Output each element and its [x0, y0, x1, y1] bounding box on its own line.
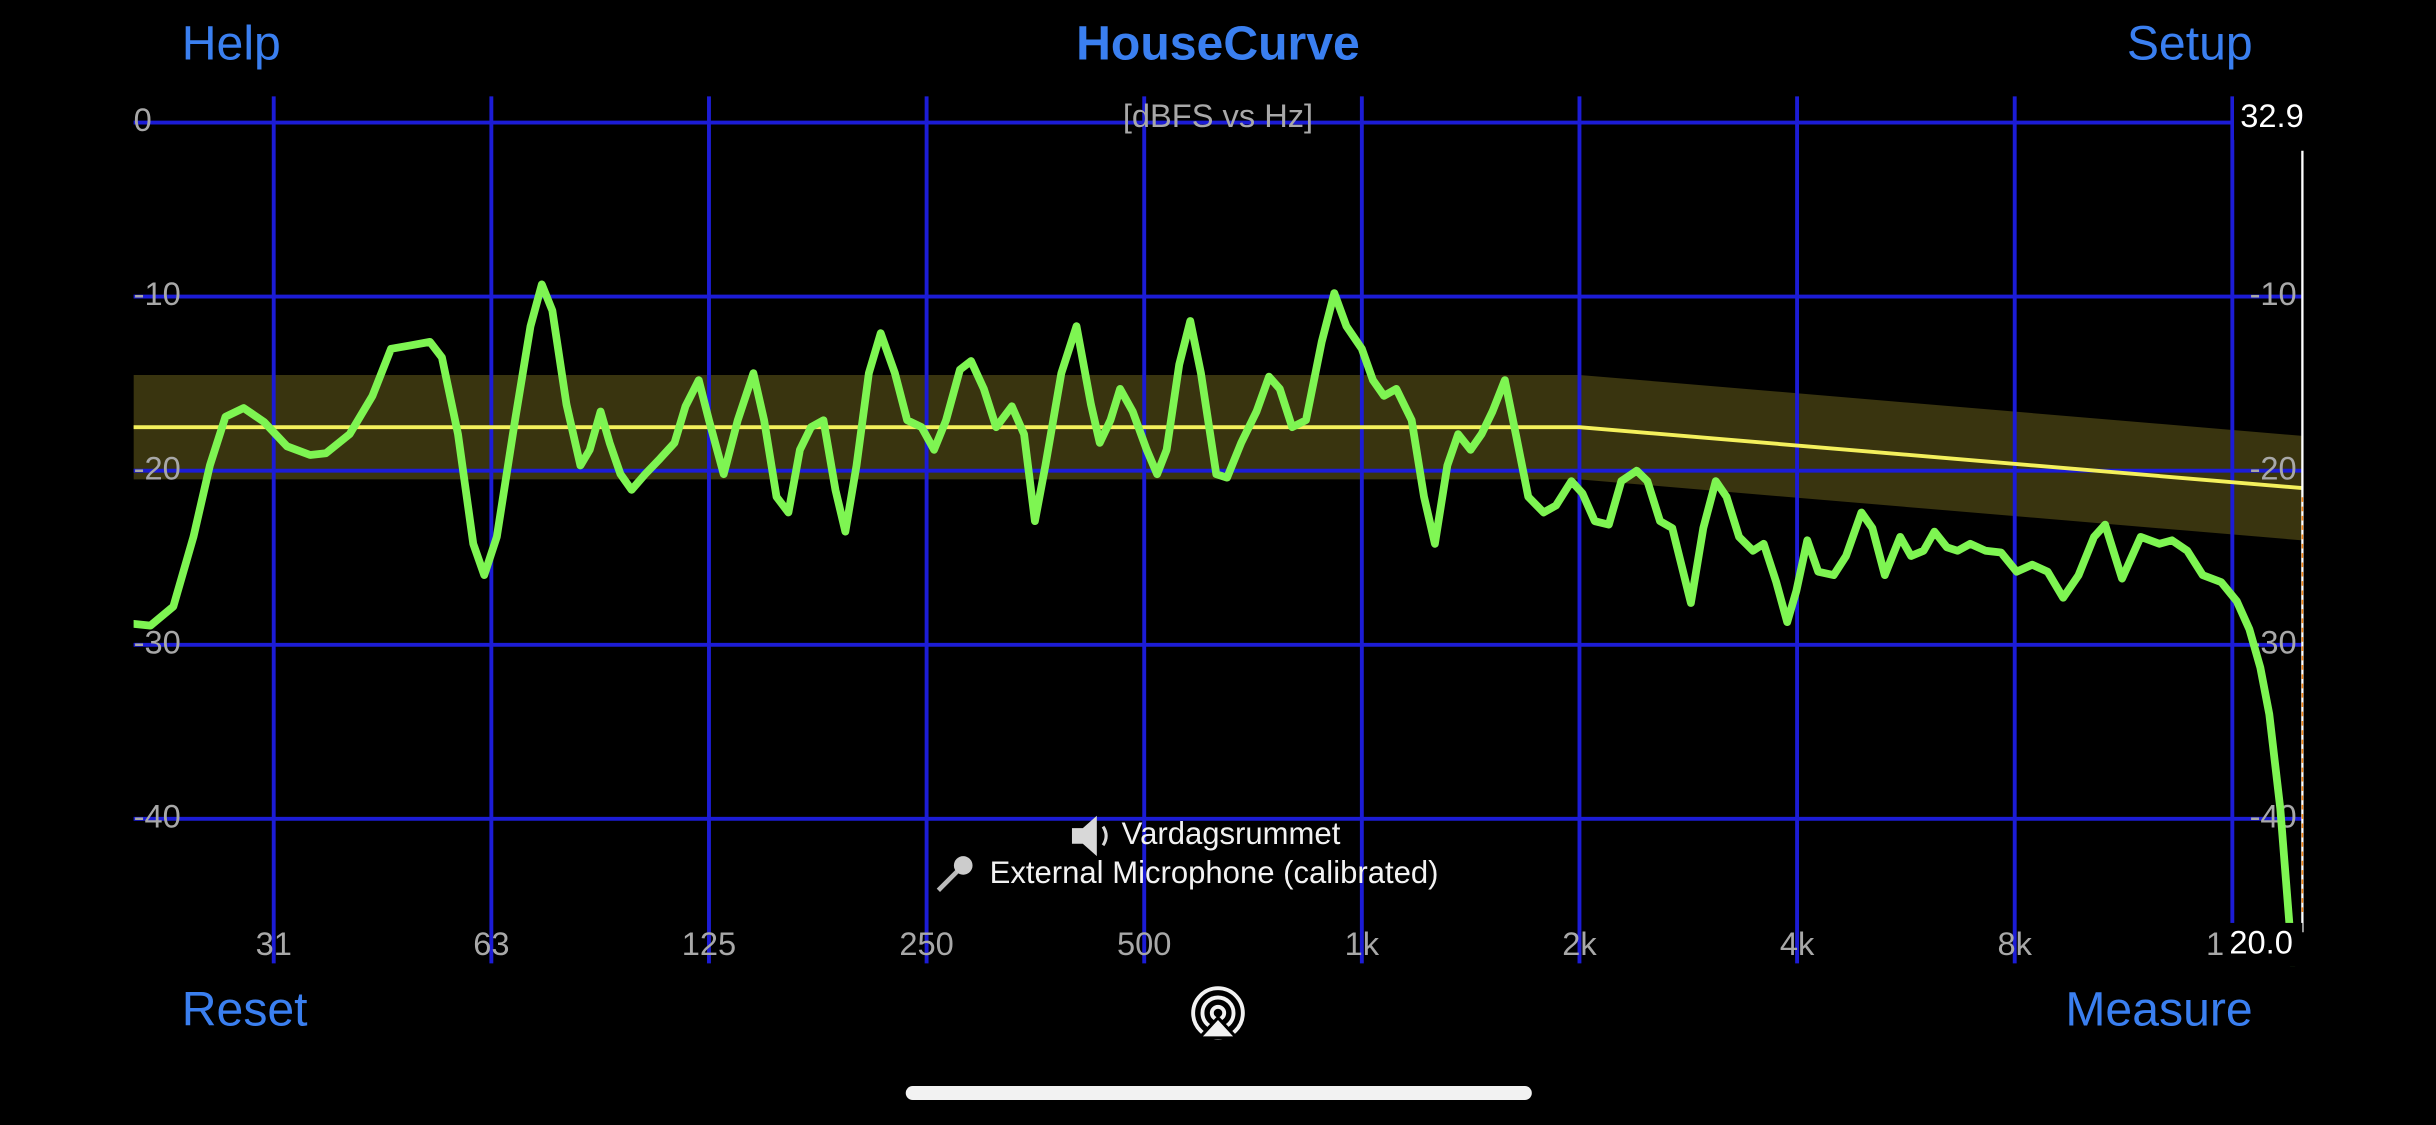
speaker-icon [1071, 815, 1108, 857]
reset-button[interactable]: Reset [182, 983, 308, 1037]
target-curve [133, 425, 2303, 491]
setup-button[interactable]: Setup [2127, 16, 2253, 70]
y-tick-label-right: -40 [2250, 797, 2297, 834]
x-tick-label: 4k [1780, 925, 1815, 962]
axis-units: [dBFS vs Hz] [1123, 97, 1313, 134]
x-tick-label: 500 [1117, 925, 1171, 962]
y-tick-label: -10 [2250, 275, 2297, 312]
target-band [133, 374, 2303, 541]
y-tick-label-right: -10 [2250, 275, 2297, 312]
y-tick-label-right: -20 [2250, 449, 2297, 486]
y-tick-label: 0 [134, 101, 152, 138]
speaker-name: Vardagsrummet [1122, 816, 1341, 851]
plot: 00-10-10-20-20-30-30-40-4031631252505001… [133, 96, 2304, 967]
x-tick-label: 2k [1562, 925, 1597, 962]
measure-button[interactable]: Measure [2065, 983, 2252, 1037]
readout-top: 32.9 [2240, 97, 2303, 134]
x-tick-label: 31 [256, 925, 292, 962]
app-title: HouseCurve [1076, 16, 1360, 70]
x-tick-label: 125 [682, 925, 736, 962]
response-curve [133, 280, 2297, 967]
readout-bg [2234, 96, 2303, 140]
readout-bg [2224, 922, 2303, 967]
y-tick-label: -20 [134, 449, 181, 486]
y-tick-label: -30 [134, 623, 181, 660]
y-tick-label: -20 [2250, 449, 2297, 486]
home-indicator [905, 1086, 1532, 1101]
airplay-icon[interactable] [1191, 986, 1245, 1040]
y-tick-label: -10 [134, 275, 181, 312]
y-tick-label: -40 [2250, 797, 2297, 834]
help-button[interactable]: Help [182, 16, 281, 70]
y-tick-label: -40 [134, 797, 181, 834]
x-tick-label: 63 [473, 925, 509, 962]
microphone-name: External Microphone (calibrated) [990, 855, 1439, 890]
microphone-icon [936, 856, 973, 892]
readout-bottom: 20.0 [2229, 923, 2292, 960]
x-tick-label: 8k [1997, 925, 2032, 962]
x-tick-label: 1k [1345, 925, 1380, 962]
x-tick-label: 250 [899, 925, 953, 962]
